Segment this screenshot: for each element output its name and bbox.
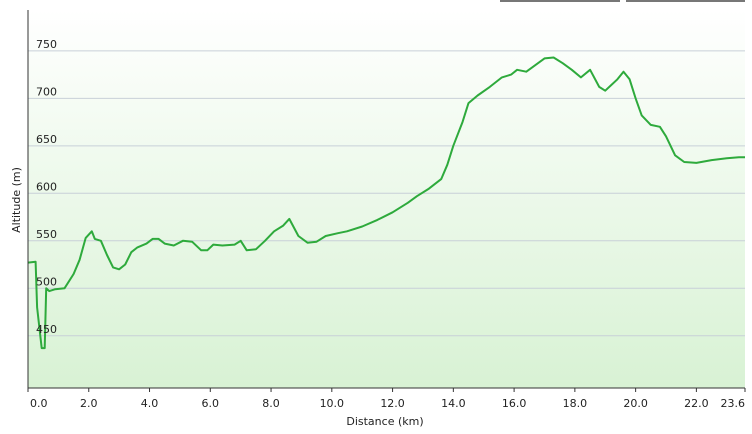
- x-tick-label: 4.0: [141, 397, 159, 410]
- x-axis-label: Distance (km): [346, 415, 423, 428]
- x-tick-label: 18.0: [563, 397, 588, 410]
- x-tick-label: 8.0: [262, 397, 280, 410]
- y-tick-label: 550: [36, 228, 57, 241]
- x-tick-label: 10.0: [320, 397, 345, 410]
- y-tick-label: 700: [36, 85, 57, 98]
- x-tick-label: 14.0: [441, 397, 466, 410]
- y-tick-label: 500: [36, 275, 57, 288]
- x-tick-label: 0.0: [30, 397, 48, 410]
- x-tick-label: 23.6: [721, 397, 746, 410]
- x-tick-label: 16.0: [502, 397, 527, 410]
- x-tick-label: 22.0: [684, 397, 709, 410]
- y-tick-label: 750: [36, 38, 57, 51]
- y-tick-label: 650: [36, 133, 57, 146]
- y-tick-label: 450: [36, 323, 57, 336]
- x-tick-label: 12.0: [380, 397, 405, 410]
- plot-background: [28, 10, 745, 388]
- y-axis-label: Altitude (m): [10, 167, 23, 233]
- altitude-line: [27, 56, 745, 350]
- x-tick-label: 6.0: [202, 397, 220, 410]
- x-tick-label: 2.0: [80, 397, 98, 410]
- y-tick-label: 600: [36, 180, 57, 193]
- x-tick-label: 20.0: [623, 397, 648, 410]
